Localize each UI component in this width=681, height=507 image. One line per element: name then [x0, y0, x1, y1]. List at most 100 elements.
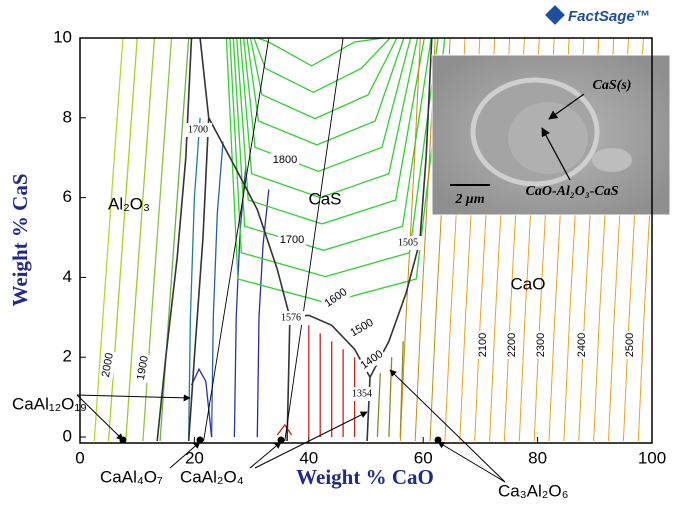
- label-bg: [348, 387, 376, 401]
- x-tick-label: 100: [638, 448, 666, 467]
- phase-label: CaAl₄O₇: [100, 467, 163, 486]
- isotherm-curve: [229, 37, 439, 278]
- logo: FactSage™: [545, 5, 650, 25]
- phase-boundary: [369, 37, 433, 378]
- label-bg: [320, 284, 352, 312]
- plot-frame: [79, 37, 653, 444]
- arrow: [76, 394, 124, 441]
- y-tick-label: 2: [63, 347, 72, 366]
- phase-boundary: [199, 37, 210, 118]
- label-bg: [356, 346, 388, 374]
- isotherm-curve: [232, 37, 432, 251]
- label-bg: [184, 123, 212, 137]
- isotherm-label: 2000: [100, 352, 116, 378]
- isotherm-curve: [276, 423, 293, 436]
- x-tick-label: 0: [75, 448, 84, 467]
- isotherm-label: 1700: [188, 124, 208, 135]
- isotherm-label: 2500: [624, 333, 636, 357]
- label-bg: [476, 331, 490, 359]
- phase-label: CaAl₁₂O₁₉: [12, 394, 87, 413]
- y-tick-label: 4: [63, 267, 72, 286]
- isotherm-label: 1700: [280, 234, 304, 246]
- phase-label: CaAl₂O₄: [180, 467, 244, 486]
- isotherm-label: 1576: [281, 312, 301, 323]
- inset-label: CaS(s): [593, 78, 632, 93]
- scale-bar-label: 2 μm: [454, 192, 484, 207]
- isotherm-curve: [210, 141, 224, 438]
- isotherm-label: 2300: [535, 333, 547, 357]
- isotherm-curve: [190, 367, 213, 438]
- label-bg: [133, 352, 153, 384]
- arrow: [437, 441, 506, 483]
- label-bg: [394, 236, 422, 250]
- isotherm-curve: [253, 37, 391, 94]
- phase-point: [277, 436, 285, 444]
- isotherm-curve: [249, 37, 398, 120]
- label-arrows: [76, 369, 506, 483]
- phase-point: [196, 436, 204, 444]
- y-tick-label: 0: [63, 426, 72, 445]
- phase-label: Ca₃Al₂O₆: [498, 481, 568, 500]
- isotherm-curve: [246, 37, 405, 146]
- arrow: [76, 394, 191, 402]
- isotherm-label: 2100: [477, 333, 489, 357]
- phase-label: CaS: [308, 189, 341, 208]
- particle-small: [592, 148, 632, 172]
- isotherm-curve: [388, 357, 393, 438]
- join-line: [203, 37, 270, 442]
- phase-boundary: [207, 117, 291, 318]
- arrow: [169, 441, 201, 469]
- logo-text: FactSage™: [568, 8, 650, 25]
- arrow: [254, 411, 368, 469]
- y-axis-label: Weight % CaS: [8, 173, 32, 306]
- isotherm-curve: [188, 117, 201, 438]
- label-bg: [277, 311, 305, 325]
- isotherm-label: 1800: [273, 154, 297, 166]
- isotherm-curve: [257, 37, 384, 67]
- arrow: [389, 369, 506, 483]
- isotherm-curve: [225, 37, 446, 304]
- x-tick-label: 40: [299, 448, 318, 467]
- y-tick-label: 10: [53, 27, 72, 46]
- isotherm-curve: [376, 373, 381, 438]
- phase-point: [434, 436, 442, 444]
- phase-point: [119, 436, 127, 444]
- isotherm-curve: [242, 37, 412, 172]
- isotherm-label: 1354: [352, 388, 372, 399]
- arrow: [548, 93, 585, 120]
- label-bg: [505, 331, 519, 359]
- isotherm-curve: [239, 37, 419, 199]
- x-axis-label: Weight % CaO: [296, 465, 434, 489]
- label-bg: [346, 314, 378, 342]
- label-bg: [623, 331, 637, 359]
- label-bg: [534, 331, 548, 359]
- isotherm-curve: [236, 37, 425, 225]
- logo-mark: [545, 5, 565, 25]
- phase-boundary: [187, 117, 210, 442]
- phase-label: CaO: [511, 274, 546, 293]
- x-tick-label: 20: [185, 448, 204, 467]
- isotherm-label: 1900: [135, 355, 151, 381]
- isotherm-curve: [107, 37, 138, 442]
- label-bg: [575, 331, 589, 359]
- inset-image: CaS(s) CaO-Al₂O₃-CaS 2 μm: [431, 54, 671, 216]
- isotherm-label: 2200: [506, 333, 518, 357]
- label-bg: [271, 153, 299, 167]
- phase-label: Al₂O₃: [108, 194, 150, 213]
- join-line: [284, 37, 344, 442]
- inset-label: CaO-Al₂O₃-CaS: [526, 184, 619, 199]
- isotherm-curve: [93, 37, 124, 442]
- x-tick-label: 80: [528, 448, 547, 467]
- y-tick-label: 6: [63, 187, 72, 206]
- isotherm-curve: [256, 189, 270, 438]
- phase-boundary: [156, 37, 193, 442]
- arrow: [249, 441, 282, 469]
- isotherm-curve: [159, 37, 190, 442]
- phase-boundary: [366, 377, 371, 442]
- y-tick-label: 8: [63, 107, 72, 126]
- label-bg: [98, 349, 118, 381]
- isotherm-curve: [233, 165, 247, 438]
- isotherm-curve: [125, 37, 156, 442]
